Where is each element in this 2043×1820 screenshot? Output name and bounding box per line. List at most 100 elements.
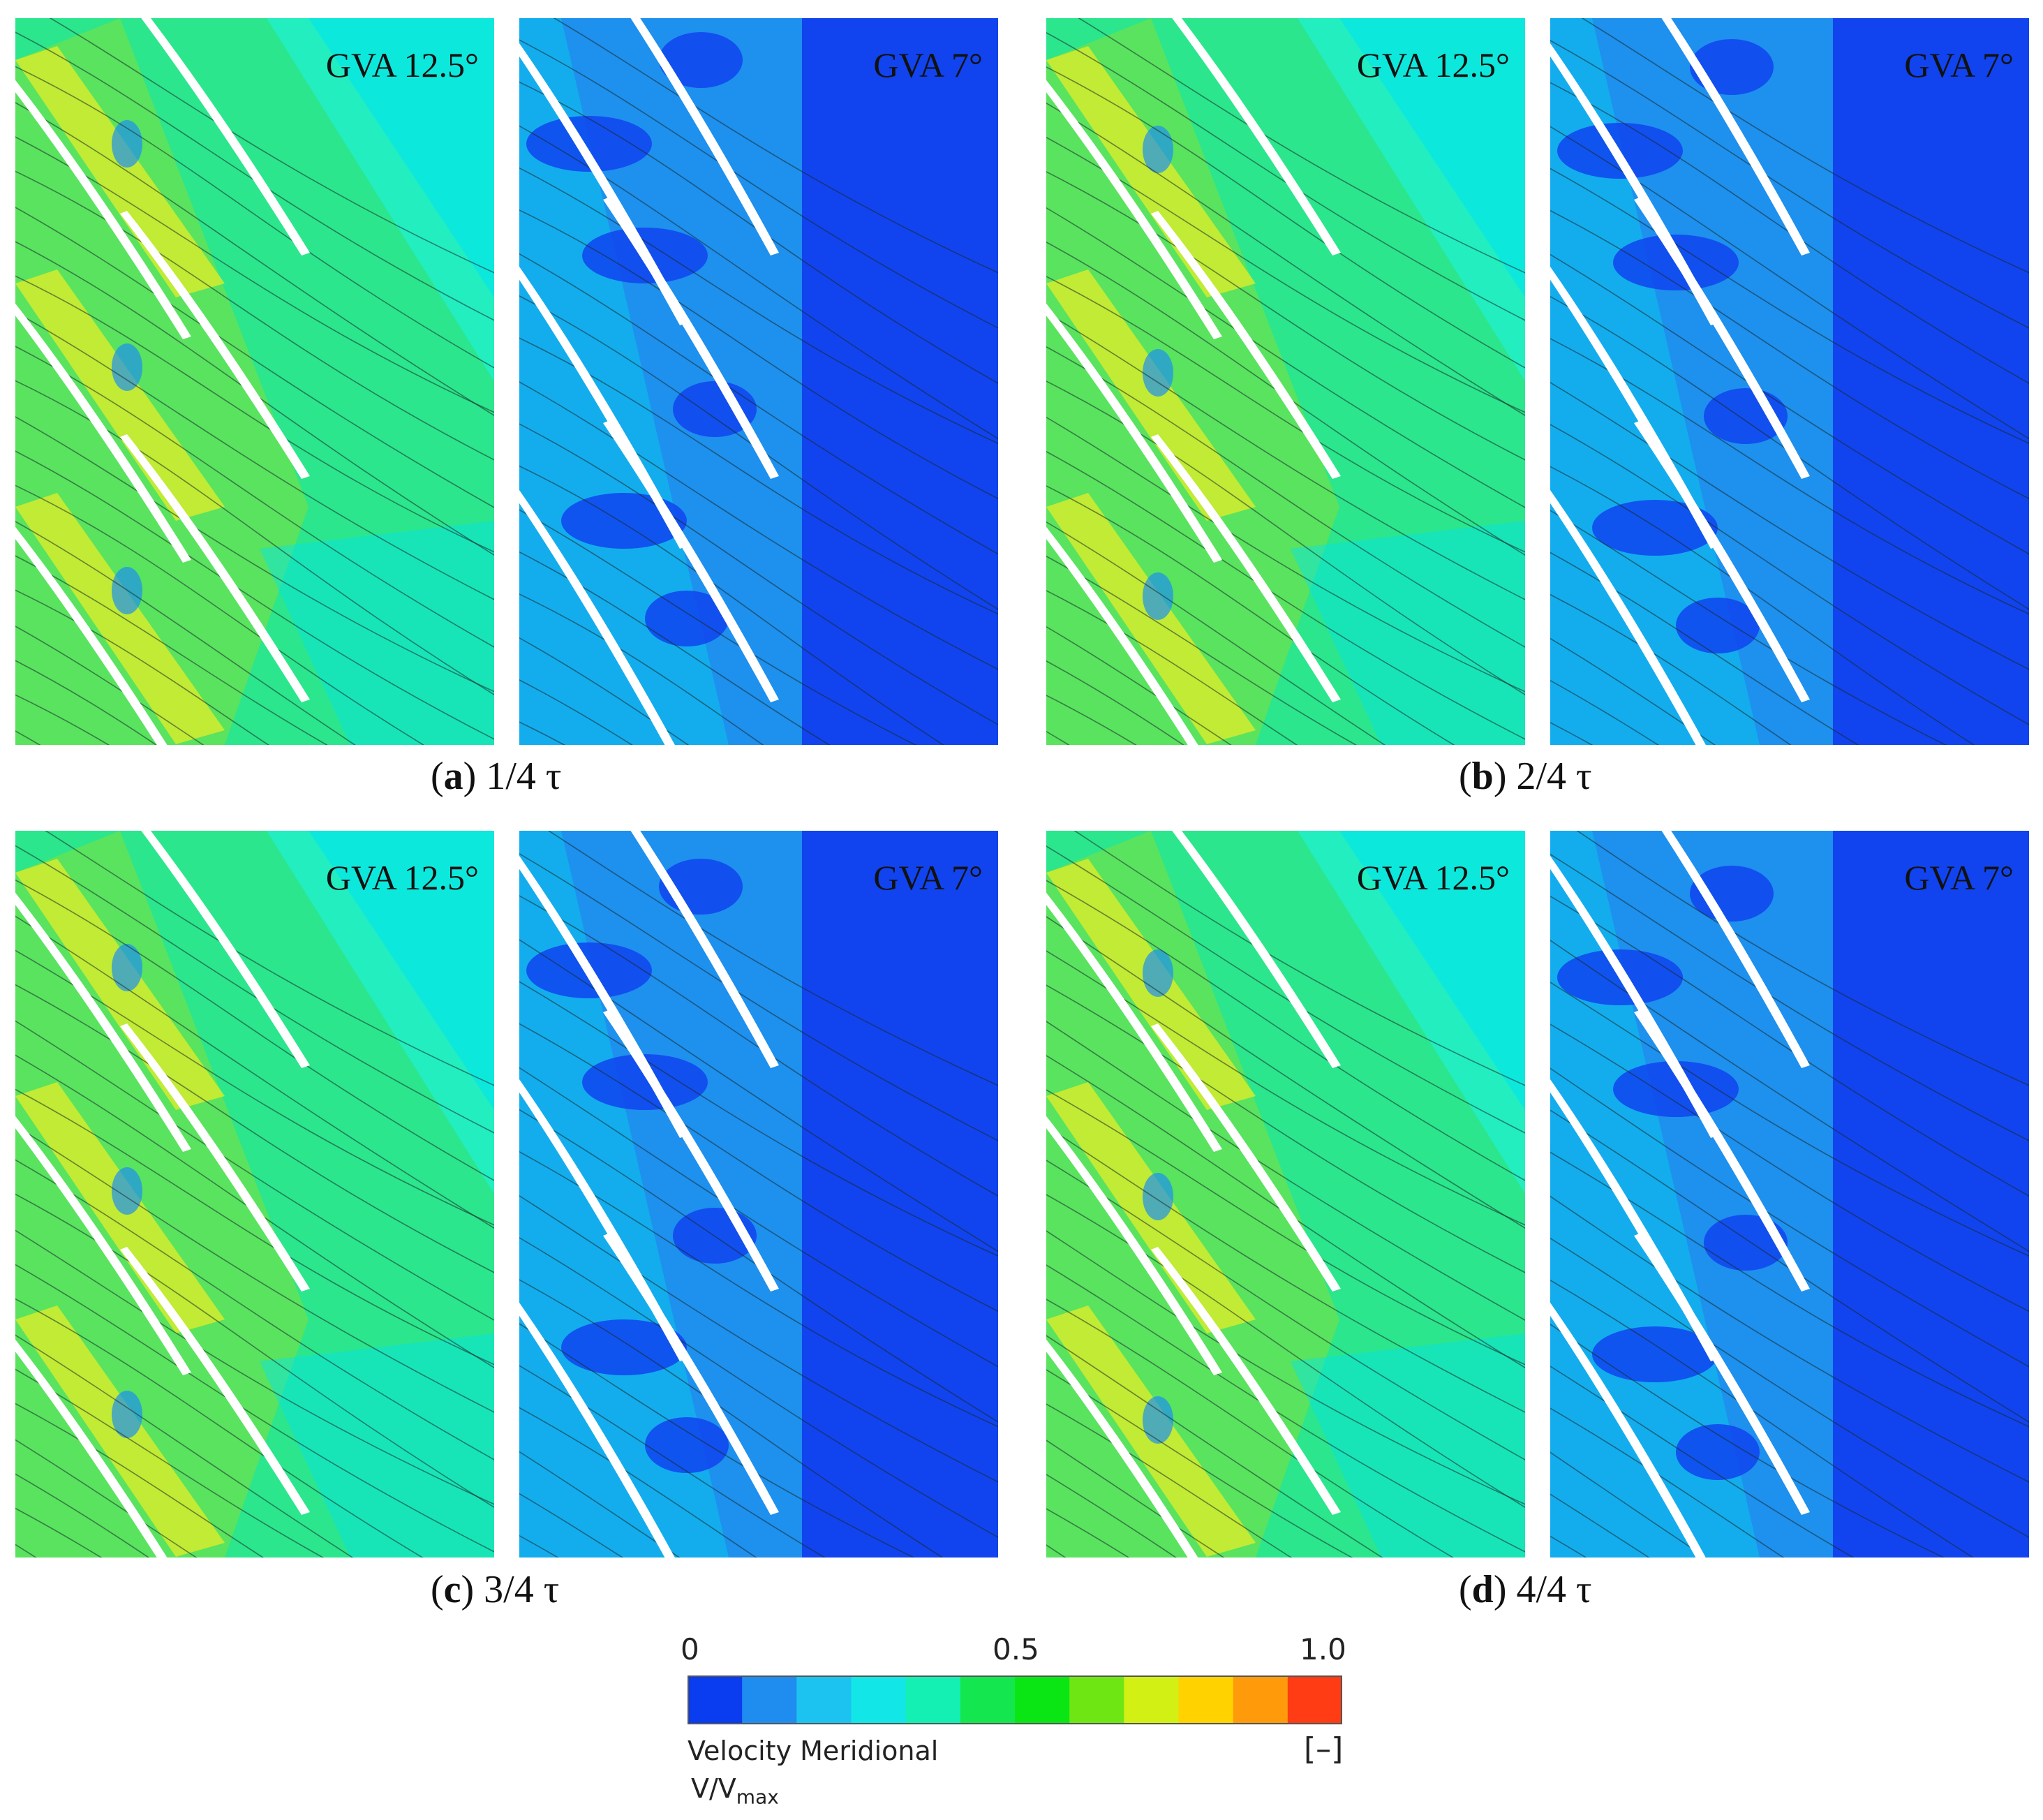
- streamline: [1046, 380, 1525, 695]
- streamline: [1046, 1299, 1455, 1558]
- streamline: [1046, 485, 1455, 745]
- blade: [1046, 80, 1222, 339]
- contour-field-high: [1046, 831, 1525, 1558]
- streamline: [519, 423, 998, 725]
- blade: [1151, 434, 1341, 702]
- vortex-spot: [112, 944, 142, 991]
- streamline: [15, 555, 328, 745]
- streamline: [1046, 171, 1525, 461]
- outlet-region: [802, 18, 998, 745]
- legend-title: Velocity Meridional: [688, 1736, 939, 1766]
- streamline: [519, 1023, 998, 1312]
- streamline: [1046, 241, 1525, 556]
- cyan-region: [309, 18, 494, 297]
- streamline: [519, 167, 998, 444]
- blade: [630, 18, 779, 256]
- streamline: [519, 1194, 998, 1483]
- low-velocity-blob: [1613, 1061, 1739, 1117]
- streamline: [15, 521, 356, 745]
- gva-label: GVA 7°: [1904, 45, 2014, 84]
- streamline: [1046, 416, 1525, 693]
- caption-a: (a) 1/4 τ: [431, 755, 562, 798]
- streamline: [15, 484, 425, 745]
- streamline: [1046, 1474, 1177, 1558]
- streamline: [1046, 555, 1358, 745]
- streamline: [519, 125, 998, 440]
- streamline: [1550, 424, 2029, 725]
- streamline: [1550, 295, 2029, 610]
- blade: [15, 892, 191, 1152]
- caption-time: 2/4 τ: [1516, 755, 1592, 798]
- legend-colorbar: [688, 1675, 1342, 1724]
- streamline: [15, 1473, 150, 1558]
- blade: [1661, 18, 1810, 256]
- streamline: [15, 1193, 494, 1509]
- streamline: [15, 694, 110, 745]
- streamline: [1550, 1279, 1975, 1558]
- streamline: [553, 18, 998, 274]
- streamline: [1550, 1324, 1945, 1558]
- legend-tick-min: 0: [681, 1632, 699, 1666]
- caption-time: 1/4 τ: [486, 755, 562, 798]
- panel-b-gva-12-5: GVA 12.5°: [1046, 18, 1525, 745]
- low-velocity-blob: [561, 1319, 687, 1375]
- outlet-region: [1833, 18, 2029, 745]
- contour-field-low: [1550, 831, 2029, 1558]
- streamline: [519, 637, 690, 745]
- gva-label: GVA 12.5°: [1356, 858, 1510, 897]
- streamline: [15, 1403, 265, 1558]
- streamline: [1046, 1230, 1525, 1505]
- blade: [120, 1247, 310, 1515]
- blade: [15, 1116, 191, 1375]
- panel-d-gva-12-5: GVA 12.5°: [1046, 831, 1525, 1558]
- caption-d: (d) 4/4 τ: [1459, 1568, 1592, 1611]
- blade: [1046, 1116, 1222, 1375]
- streamline: [519, 209, 998, 500]
- blade: [603, 1233, 779, 1515]
- blade: [630, 831, 779, 1068]
- cyan-region: [1339, 18, 1525, 297]
- streamline: [1550, 982, 2029, 1257]
- streamline: [15, 311, 494, 600]
- caption-letter: d: [1471, 1568, 1494, 1611]
- low-velocity-blob: [673, 381, 757, 437]
- streamline: [1046, 311, 1525, 600]
- contour-field-low: [519, 831, 998, 1558]
- streamline: [1046, 31, 1525, 321]
- caption-letter: a: [443, 755, 463, 798]
- legend-quantity-sub: max: [736, 1785, 779, 1809]
- streamline: [1046, 276, 1525, 553]
- streamline: [519, 1407, 757, 1558]
- contour-field-low: [1550, 18, 2029, 745]
- blade: [1634, 1233, 1810, 1515]
- streamline: [519, 1109, 998, 1423]
- streamline: [15, 626, 205, 745]
- panel-a-gva-12-5: GVA 12.5°: [15, 18, 494, 745]
- streamline: [1046, 660, 1184, 745]
- gva-label: GVA 7°: [1904, 858, 2014, 897]
- vortex-spot: [1143, 1173, 1173, 1220]
- legend-swatch: [1069, 1675, 1124, 1724]
- streamline: [519, 939, 998, 1252]
- streamline: [15, 102, 494, 417]
- legend-swatch: [1233, 1675, 1288, 1724]
- blade: [1550, 1303, 1706, 1558]
- streamline: [519, 1451, 681, 1558]
- streamline: [519, 593, 764, 745]
- caption-letter: c: [443, 1568, 461, 1611]
- streamline: [1550, 1451, 1707, 1558]
- streamline: [1550, 637, 1716, 745]
- streamline: [1046, 1369, 1353, 1558]
- streamline: [547, 831, 998, 1086]
- contour-field-high: [1046, 18, 1525, 745]
- blade: [1046, 303, 1222, 563]
- streamline: [519, 1493, 624, 1558]
- streamline: [15, 949, 494, 1226]
- streamline: [15, 915, 494, 1229]
- streamline: [1046, 1194, 1525, 1509]
- streamline: [1550, 168, 2029, 444]
- yellow-streak: [1046, 269, 1256, 521]
- contour-field-high: [15, 831, 494, 1558]
- streamline: [1550, 1195, 2029, 1483]
- vortex-spot: [1143, 1396, 1173, 1444]
